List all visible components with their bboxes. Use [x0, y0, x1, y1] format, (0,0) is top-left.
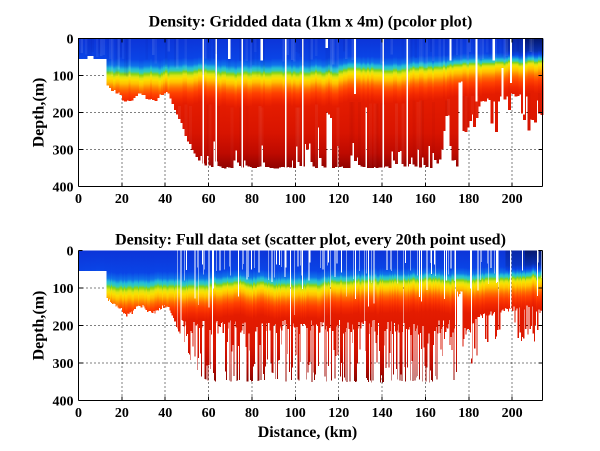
- svg-text:Distance, (km): Distance, (km): [258, 424, 358, 441]
- svg-text:0: 0: [75, 192, 82, 207]
- svg-text:60: 60: [202, 406, 216, 421]
- svg-text:400: 400: [53, 181, 74, 196]
- svg-text:0: 0: [67, 33, 74, 48]
- svg-text:Density: Gridded data (1km x 4: Density: Gridded data (1km x 4m) (pcolor…: [149, 14, 473, 31]
- svg-text:40: 40: [158, 192, 172, 207]
- svg-text:400: 400: [53, 395, 74, 410]
- svg-text:40: 40: [158, 406, 172, 421]
- svg-text:0: 0: [75, 406, 82, 421]
- svg-text:100: 100: [53, 70, 74, 85]
- svg-text:Depth,(m): Depth,(m): [31, 78, 48, 148]
- svg-text:180: 180: [458, 406, 479, 421]
- svg-text:180: 180: [458, 192, 479, 207]
- svg-text:160: 160: [415, 192, 436, 207]
- svg-text:100: 100: [285, 406, 306, 421]
- svg-text:160: 160: [415, 406, 436, 421]
- svg-text:300: 300: [53, 357, 74, 372]
- svg-text:140: 140: [372, 406, 393, 421]
- svg-text:140: 140: [372, 192, 393, 207]
- svg-text:100: 100: [53, 282, 74, 297]
- svg-text:200: 200: [502, 406, 523, 421]
- svg-text:200: 200: [53, 107, 74, 122]
- svg-text:80: 80: [245, 192, 259, 207]
- svg-text:80: 80: [245, 406, 259, 421]
- svg-text:100: 100: [285, 192, 306, 207]
- svg-text:Density: Full data set (scatte: Density: Full data set (scatter plot, ev…: [115, 232, 506, 249]
- svg-text:20: 20: [115, 406, 129, 421]
- svg-text:20: 20: [115, 192, 129, 207]
- svg-text:120: 120: [328, 192, 349, 207]
- svg-text:200: 200: [53, 320, 74, 335]
- svg-text:0: 0: [67, 245, 74, 260]
- svg-text:60: 60: [202, 192, 216, 207]
- svg-text:200: 200: [502, 192, 523, 207]
- svg-text:Depth,(m): Depth,(m): [31, 291, 48, 361]
- svg-text:300: 300: [53, 144, 74, 159]
- svg-text:120: 120: [328, 406, 349, 421]
